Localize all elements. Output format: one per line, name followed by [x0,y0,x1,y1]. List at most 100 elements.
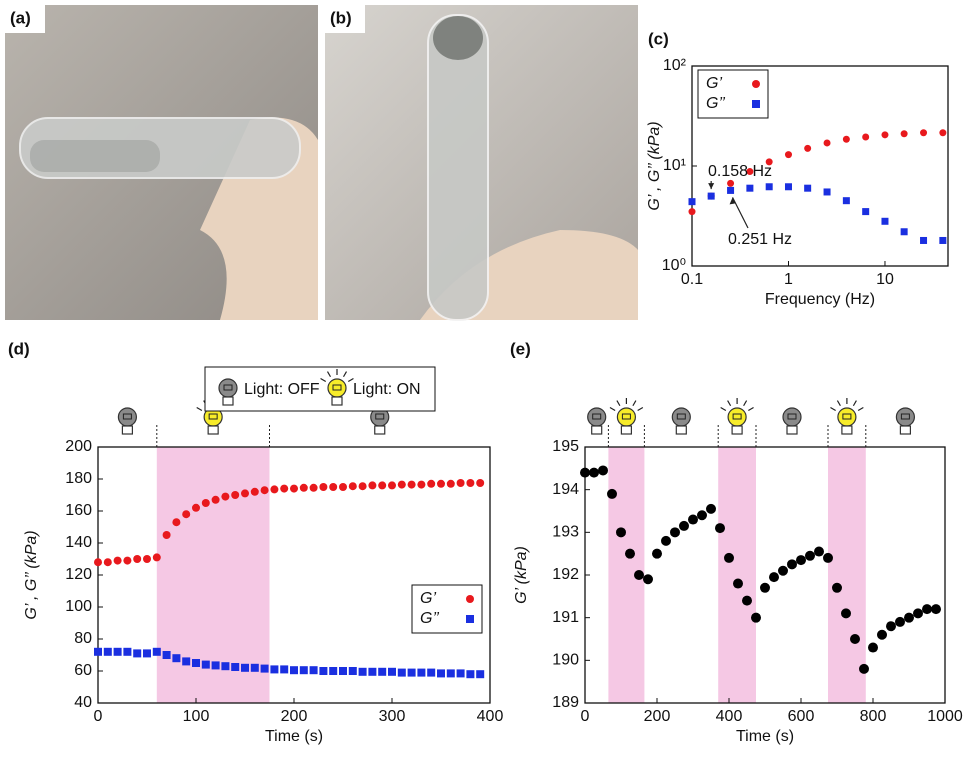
data-point [886,621,896,632]
y-tick-label: 40 [74,694,92,711]
annotation-arrow [732,197,749,229]
y-tick-label: 10¹ [663,157,686,174]
data-point [796,555,806,566]
data-point [201,660,210,669]
data-point [270,665,279,674]
x-axis-title: Frequency (Hz) [765,291,875,308]
data-point [679,520,689,531]
y-tick-label: 189 [552,694,579,711]
data-point [417,668,426,677]
data-point [290,666,298,675]
bulb-ray [852,400,857,407]
data-point [456,479,465,487]
data-point [221,492,230,501]
y-tick-label: 10² [663,57,687,74]
data-point [358,667,367,676]
data-point [231,491,240,499]
data-point [850,634,860,644]
data-point [103,647,112,656]
bulb-on-icon [609,398,644,435]
bulb-ray [616,400,621,407]
data-point [172,654,181,663]
bulb-ray [342,371,348,378]
data-point [319,667,328,675]
data-point [823,552,833,563]
data-point [832,582,842,593]
bulb-glass [671,407,691,427]
data-point [143,555,151,563]
bulb-ray [326,371,332,378]
bulb-ray [196,406,203,412]
panel-label: (a) [10,8,31,27]
bulb-ray [320,377,327,383]
data-point [388,481,396,490]
data-point [842,135,850,143]
bulb-filament [842,413,852,420]
data-point [250,487,259,496]
bulb-filament [223,384,233,391]
legend-marker [752,100,760,108]
data-point [580,467,590,478]
y-tick-label: 140 [65,534,92,551]
data-point [113,556,122,565]
data-point [182,510,191,519]
data-point [842,197,850,205]
x-axis-title: Time (s) [736,728,794,745]
data-point [881,131,889,139]
data-point [348,482,357,491]
data-point [348,667,357,675]
annotation: 0.251 Hz [728,231,792,248]
data-point [368,481,377,490]
annotation: 0.158 Hz [708,163,772,180]
panel-label: (b) [330,8,352,27]
data-point [652,548,662,559]
panel-label: (d) [8,339,30,358]
arrow-head [729,197,736,205]
x-tick-label: 600 [788,708,815,725]
data-point [407,480,416,489]
data-point [804,144,812,152]
data-point [172,518,181,527]
legend-marker [466,615,474,623]
bulb-filament [375,413,385,420]
bulb-filament [621,413,631,420]
data-point [407,668,416,677]
data-point [133,649,142,658]
bulb-filament [208,413,218,420]
light-on-band [718,447,756,703]
data-point [900,130,908,138]
data-point [358,482,367,491]
data-point [192,503,200,512]
data-point [862,133,870,141]
data-point [123,556,132,565]
data-point [260,664,269,673]
light-legend-label: Light: OFF [244,381,320,398]
x-tick-label: 100 [183,708,210,725]
y-tick-label: 160 [65,502,92,519]
data-point [143,649,151,658]
data-point [859,663,869,674]
data-point [241,489,249,498]
panel-label: (e) [510,339,531,358]
data-point [280,484,289,493]
bulb-ray [720,406,727,412]
data-point [339,667,347,675]
data-point [625,548,635,559]
legend-label: G’ [420,590,436,607]
data-point [378,481,387,490]
data-point [260,486,269,495]
x-axis-title: Time (s) [265,728,323,745]
bulb-off-icon [895,407,916,435]
bulb-off-icon [117,407,138,435]
bulb-base [731,425,743,435]
x-tick-label: 400 [716,708,743,725]
x-tick-label: 400 [477,708,504,725]
data-point [133,555,142,563]
data-point [446,669,455,678]
bulb-on-icon [830,398,864,435]
legend-box [411,584,483,634]
data-point [751,612,761,623]
data-point [466,670,475,679]
data-point [784,183,792,191]
y-axis-title: G’ (kPa) [513,546,530,604]
